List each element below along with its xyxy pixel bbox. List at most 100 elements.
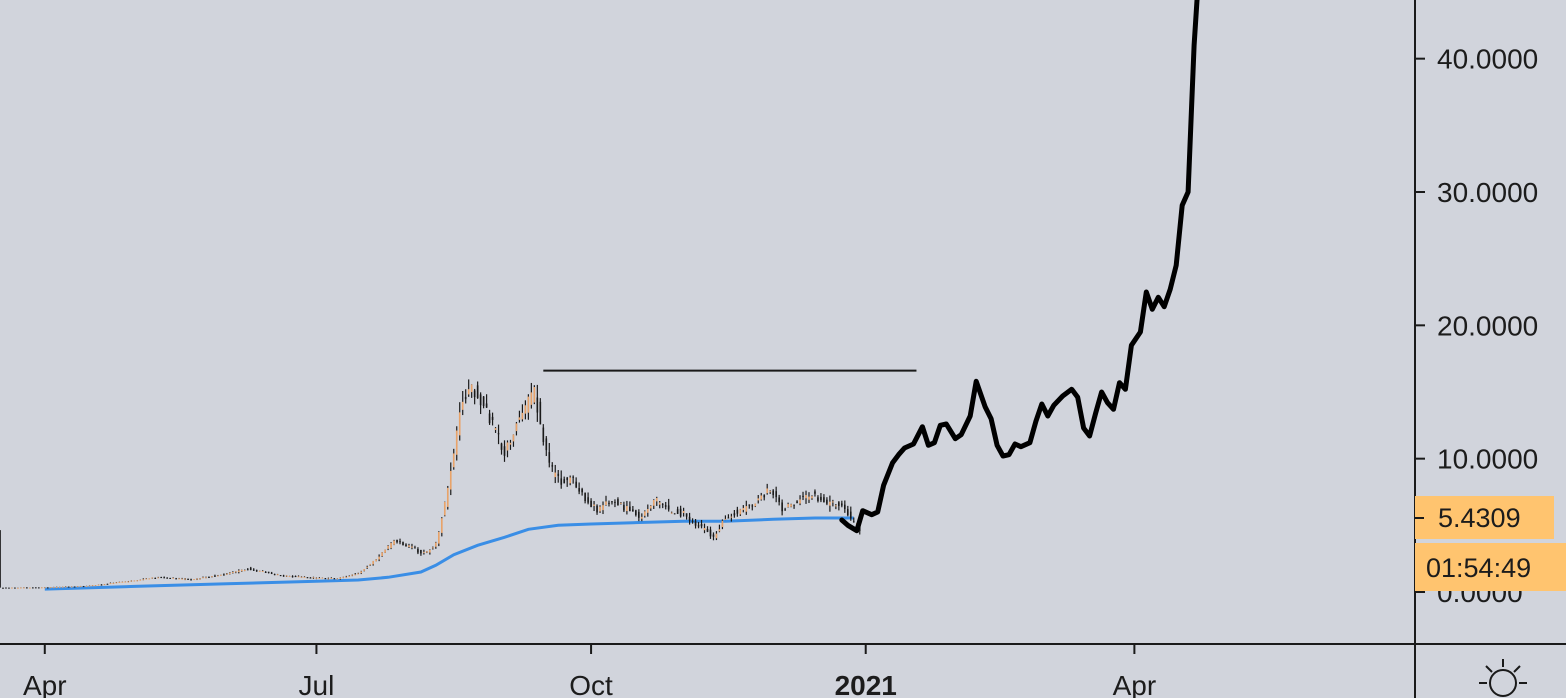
candle: [157, 576, 160, 579]
candle: [673, 513, 676, 515]
candle: [279, 575, 282, 577]
candle: [829, 495, 831, 512]
candle: [841, 500, 843, 508]
candle: [139, 579, 142, 581]
candle: [384, 549, 386, 554]
candle: [838, 501, 840, 511]
candle: [518, 410, 521, 423]
candle: [652, 499, 655, 510]
candle: [784, 507, 786, 511]
candle: [754, 503, 757, 508]
candle: [742, 505, 745, 513]
candle: [479, 392, 482, 415]
candle: [455, 426, 458, 461]
candle: [220, 574, 222, 576]
candle: [539, 398, 542, 425]
candle: [697, 521, 700, 529]
candle: [676, 506, 679, 515]
candle: [649, 505, 652, 511]
candle: [46, 587, 49, 589]
moving-average-layer: [44, 516, 854, 591]
candle: [464, 389, 467, 404]
candle: [100, 584, 103, 586]
candle: [17, 587, 19, 589]
candle: [446, 485, 449, 510]
candle: [443, 501, 446, 517]
candle: [485, 394, 488, 408]
candle: [757, 494, 760, 504]
candle: [852, 517, 855, 523]
candle: [88, 585, 91, 587]
candle: [440, 517, 443, 537]
candle: [246, 568, 249, 571]
candle: [202, 576, 204, 579]
candle: [739, 508, 742, 516]
candle: [294, 575, 297, 578]
candle: [820, 493, 822, 503]
candle: [617, 497, 619, 506]
candle: [73, 586, 76, 588]
candle: [43, 587, 46, 589]
candle: [635, 509, 637, 517]
candle: [530, 382, 533, 409]
candle: [112, 582, 115, 585]
candle: [682, 507, 685, 517]
y-tick-label: 10.0000: [1437, 444, 1538, 475]
candle: [584, 492, 586, 504]
candle: [205, 576, 207, 579]
candle: [470, 384, 473, 398]
candle: [64, 586, 67, 588]
y-tick-label: 40.0000: [1437, 44, 1538, 75]
candle: [688, 512, 691, 525]
candle: [700, 519, 703, 529]
candle: [476, 381, 479, 399]
x-tick-label: Oct: [569, 670, 613, 698]
candle: [20, 587, 22, 589]
candle: [270, 571, 273, 575]
candle: [232, 571, 234, 574]
candle: [560, 470, 563, 489]
x-axis[interactable]: Apr Jul Oct 2021 Apr: [23, 644, 1156, 698]
candle: [590, 498, 592, 508]
candle: [187, 578, 189, 580]
candle: [333, 578, 336, 580]
candle: [772, 489, 774, 499]
candle: [76, 586, 79, 588]
candle: [235, 571, 237, 574]
candle: [796, 500, 798, 504]
candle: [593, 501, 595, 512]
candle: [160, 576, 163, 579]
candle: [775, 486, 777, 503]
candle: [300, 576, 303, 578]
candle: [178, 577, 180, 580]
candle: [521, 404, 524, 422]
candle: [306, 577, 309, 579]
candle: [151, 577, 154, 579]
candle: [127, 580, 130, 583]
candle: [372, 560, 374, 566]
candle: [572, 475, 574, 484]
candle: [214, 574, 216, 577]
candle: [778, 494, 780, 506]
candle: [802, 491, 804, 501]
candle: [578, 482, 580, 495]
candle: [602, 501, 604, 515]
y-tick-label: 20.0000: [1437, 310, 1538, 341]
candle: [8, 587, 10, 589]
candle: [533, 385, 536, 405]
candle: [760, 492, 763, 501]
candle: [336, 578, 339, 580]
candle: [494, 427, 497, 433]
candle: [26, 587, 28, 589]
settings-gear-icon[interactable]: [1479, 659, 1527, 697]
candle: [799, 495, 801, 506]
candle: [721, 519, 724, 530]
candle: [763, 494, 766, 501]
candle: [255, 569, 258, 572]
candle: [342, 576, 345, 579]
candle: [264, 571, 267, 574]
candle: [718, 524, 721, 533]
candle: [846, 505, 849, 517]
